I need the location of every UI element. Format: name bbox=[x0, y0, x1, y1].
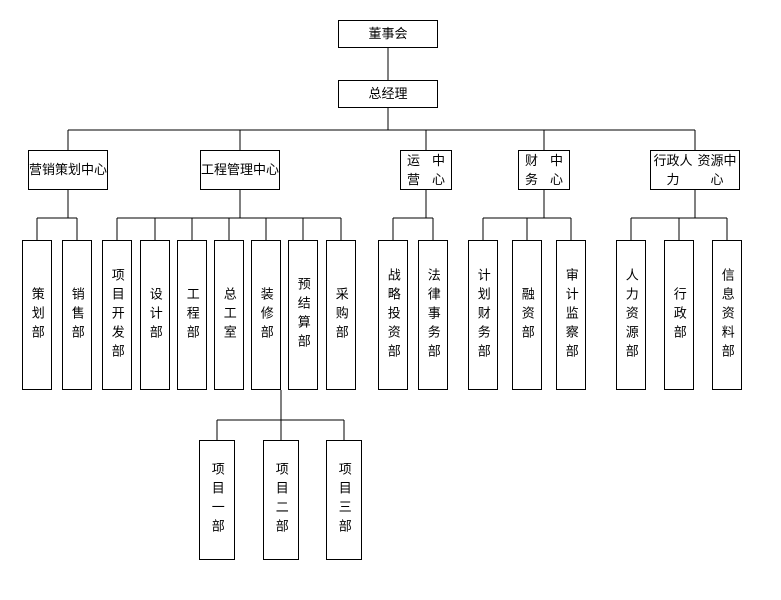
center-c2: 工程管理中心 bbox=[200, 150, 280, 190]
gm-box: 总经理 bbox=[338, 80, 438, 108]
project-2: 项目三部 bbox=[326, 440, 362, 560]
dept-8: 采购部 bbox=[326, 240, 356, 390]
dept-0: 策划部 bbox=[22, 240, 52, 390]
board-box: 董事会 bbox=[338, 20, 438, 48]
center-c3: 运营中心 bbox=[400, 150, 452, 190]
center-c1: 营销策划中心 bbox=[28, 150, 108, 190]
orgchart-canvas: 董事会总经理营销策划中心 工程管理中心 运营中心 财务中心 行政人力资源中心策划部销售部… bbox=[0, 0, 781, 600]
dept-4: 工程部 bbox=[177, 240, 207, 390]
dept-5: 总工室 bbox=[214, 240, 244, 390]
dept-15: 行政部 bbox=[664, 240, 694, 390]
dept-3: 设计部 bbox=[140, 240, 170, 390]
dept-7: 预结算部 bbox=[288, 240, 318, 390]
project-0: 项目一部 bbox=[199, 440, 235, 560]
dept-10: 法律事务部 bbox=[418, 240, 448, 390]
dept-9: 战略投资部 bbox=[378, 240, 408, 390]
dept-16: 信息资料部 bbox=[712, 240, 742, 390]
dept-14: 人力资源部 bbox=[616, 240, 646, 390]
dept-11: 计划财务部 bbox=[468, 240, 498, 390]
center-c5: 行政人力资源中心 bbox=[650, 150, 740, 190]
dept-6: 装修部 bbox=[251, 240, 281, 390]
dept-2: 项目开发部 bbox=[102, 240, 132, 390]
project-1: 项目二部 bbox=[263, 440, 299, 560]
dept-13: 审计监察部 bbox=[556, 240, 586, 390]
dept-1: 销售部 bbox=[62, 240, 92, 390]
dept-12: 融资部 bbox=[512, 240, 542, 390]
center-c4: 财务中心 bbox=[518, 150, 570, 190]
